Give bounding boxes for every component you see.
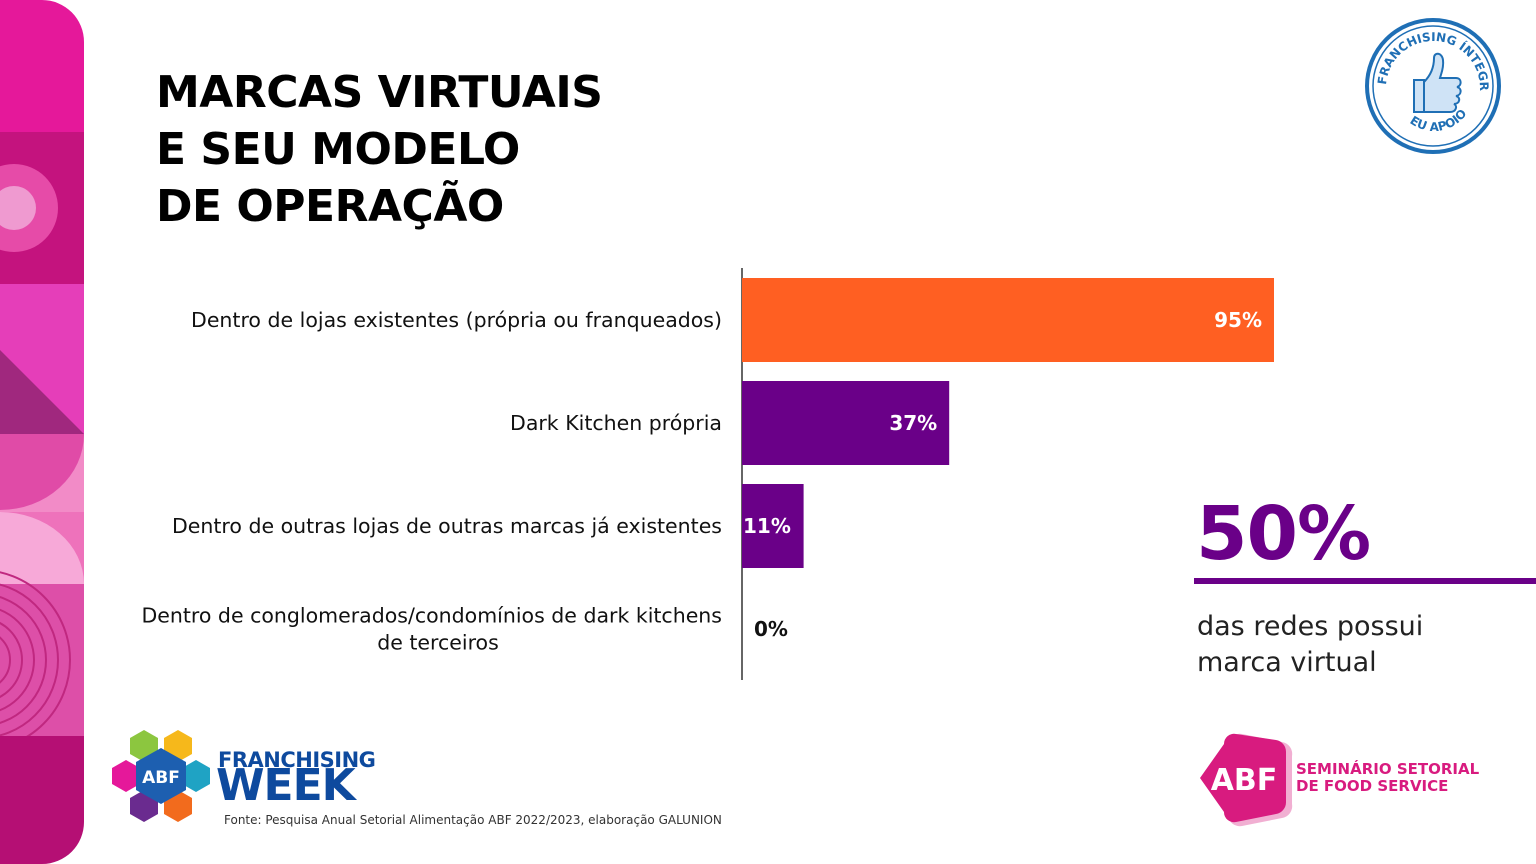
fw-logo-line2: WEEK: [216, 760, 356, 811]
category-label-2-0: Dentro de outras lojas de outras marcas …: [172, 514, 722, 538]
bar-0: [742, 278, 1274, 362]
bar-value-label-3: 0%: [754, 617, 788, 641]
category-label-3-1: de terceiros: [377, 631, 499, 655]
highlight-value: 50%: [1196, 491, 1371, 577]
source-note: Fonte: Pesquisa Anual Setorial Alimentaç…: [224, 813, 722, 827]
seminar-title: SEMINÁRIO SETORIAL DE FOOD SERVICE: [1296, 760, 1480, 795]
bar-2: [742, 484, 804, 568]
fw-badge-text: ABF: [142, 768, 180, 788]
bar-value-label-0: 95%: [1214, 308, 1262, 332]
abf-seminario-logo: ABF: [1200, 733, 1293, 827]
fw-logo-line1: FRANCHISING: [218, 748, 376, 772]
highlight-divider: [1194, 578, 1536, 584]
category-label-1-0: Dark Kitchen própria: [510, 411, 722, 435]
decorative-side-band: [0, 0, 84, 864]
bar-1: [742, 381, 950, 465]
franchising-week-logo: ABF: [112, 730, 210, 822]
abf-badge-text: ABF: [1211, 763, 1278, 798]
bar-value-label-1: 37%: [889, 411, 937, 435]
category-label-0-0: Dentro de lojas existentes (própria ou f…: [191, 308, 722, 332]
franchising-integro-stamp: FRANCHISING ÍNTEGRO EU APOIO: [1364, 16, 1501, 154]
category-label-3-0: Dentro de conglomerados/condomínios de d…: [141, 604, 722, 628]
bar-value-label-2: 11%: [743, 514, 791, 538]
highlight-caption: das redes possui marca virtual: [1197, 611, 1424, 678]
page-title: MARCAS VIRTUAIS E SEU MODELO DE OPERAÇÃO: [156, 67, 603, 232]
thumbs-up-icon: [1413, 52, 1462, 113]
